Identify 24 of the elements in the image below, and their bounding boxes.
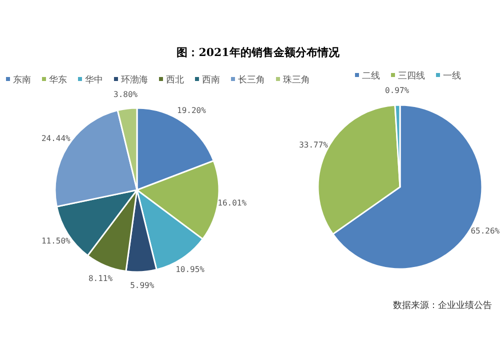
legend-label: 二线 bbox=[362, 70, 380, 82]
legend-label: 长三角 bbox=[238, 74, 265, 86]
data-label: 19.20% bbox=[177, 106, 206, 116]
legend-label: 华中 bbox=[85, 74, 103, 86]
data-label: 24.44% bbox=[41, 134, 71, 143]
legend-label: 三四线 bbox=[398, 70, 425, 82]
data-label: 10.95% bbox=[176, 265, 205, 274]
data-label: 0.97% bbox=[385, 86, 410, 96]
legend-label: 西南 bbox=[202, 74, 220, 86]
legend-label: 一线 bbox=[443, 70, 461, 82]
data-label: 5.99% bbox=[130, 281, 154, 290]
data-label: 11.50% bbox=[41, 236, 71, 246]
data-label: 33.77% bbox=[299, 140, 328, 150]
data-label: 16.01% bbox=[218, 198, 247, 208]
legend-label: 华东 bbox=[49, 74, 67, 86]
data-label: 8.11% bbox=[88, 274, 113, 283]
chart-title: 图：2021年的销售金额分布情况 bbox=[176, 46, 340, 59]
data-label: 65.26% bbox=[470, 226, 500, 236]
legend-label: 西北 bbox=[166, 74, 184, 86]
source-note: 数据来源：企业业绩公告 bbox=[393, 300, 492, 311]
legend-label: 珠三角 bbox=[283, 74, 310, 86]
legend-label: 环渤海 bbox=[121, 74, 148, 86]
legend-label: 东南 bbox=[13, 74, 31, 86]
data-label: 3.80% bbox=[114, 90, 138, 99]
